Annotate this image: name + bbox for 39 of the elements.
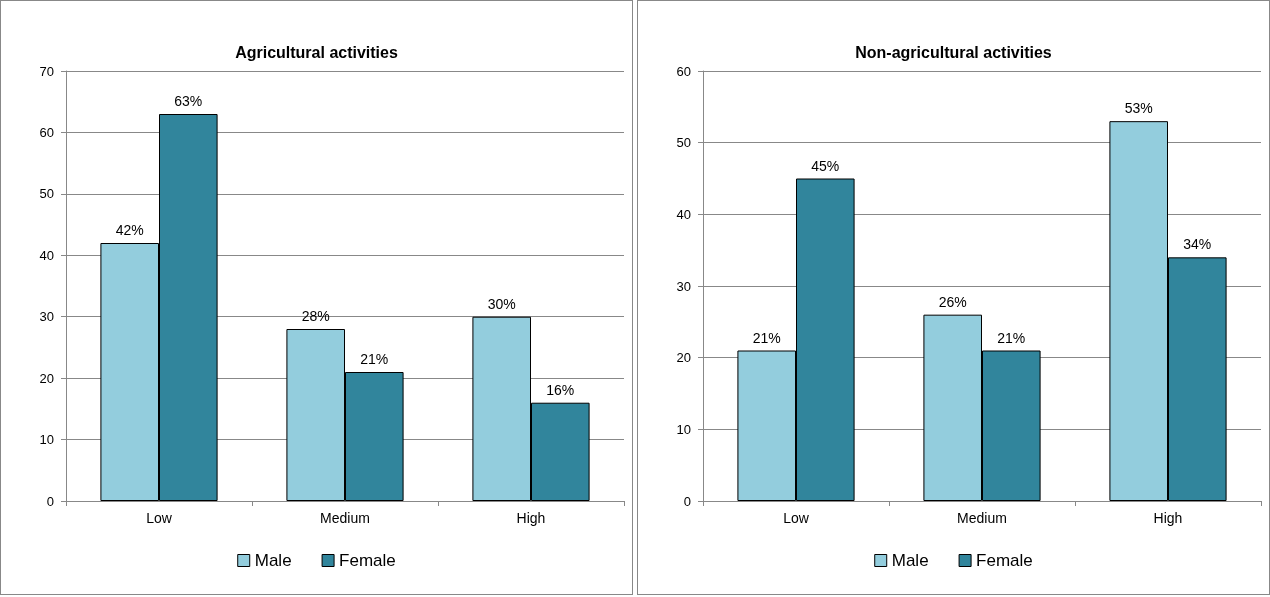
data-label: 63% <box>174 93 203 109</box>
y-tick-label: 30 <box>676 278 691 294</box>
data-label: 42% <box>115 222 144 238</box>
y-tick-label: 0 <box>46 493 54 509</box>
data-label: 30% <box>487 295 516 312</box>
x-tick-label: High <box>516 510 546 526</box>
x-tick-label: Low <box>146 510 173 526</box>
y-tick-label: 50 <box>39 186 54 202</box>
data-label: 26% <box>938 293 967 310</box>
y-tick-label: 20 <box>676 350 691 366</box>
data-label: 21% <box>360 351 389 367</box>
y-tick-label: 50 <box>676 135 691 151</box>
legend-label: Male <box>254 551 292 570</box>
x-tick-label: Medium <box>957 510 1007 526</box>
data-label: 53% <box>1124 100 1153 117</box>
y-tick-label: 10 <box>39 432 54 448</box>
x-tick-label: High <box>1153 510 1183 526</box>
legend-label: Male <box>891 551 929 570</box>
data-label: 45% <box>811 157 840 174</box>
legend-label: Female <box>339 551 396 570</box>
chart-title: Agricultural activities <box>235 43 398 61</box>
y-tick-label: 60 <box>39 124 54 140</box>
data-label: 21% <box>752 329 781 346</box>
data-label: 28% <box>301 308 330 324</box>
y-tick-label: 60 <box>676 63 691 79</box>
y-tick-label: 40 <box>676 206 691 222</box>
y-tick-label: 20 <box>39 370 54 386</box>
data-label: 21% <box>997 329 1026 346</box>
x-tick-label: Medium <box>320 510 370 526</box>
y-tick-label: 10 <box>676 421 691 437</box>
y-tick-label: 0 <box>683 493 691 509</box>
x-tick-label: Low <box>783 510 810 526</box>
chart-title: Non-agricultural activities <box>855 43 1052 61</box>
y-tick-label: 30 <box>39 309 54 325</box>
y-tick-label: 40 <box>39 247 54 263</box>
data-label: 16% <box>546 381 575 398</box>
legend-label: Female <box>976 551 1033 570</box>
y-tick-label: 70 <box>39 63 54 79</box>
data-label: 34% <box>1183 236 1212 253</box>
